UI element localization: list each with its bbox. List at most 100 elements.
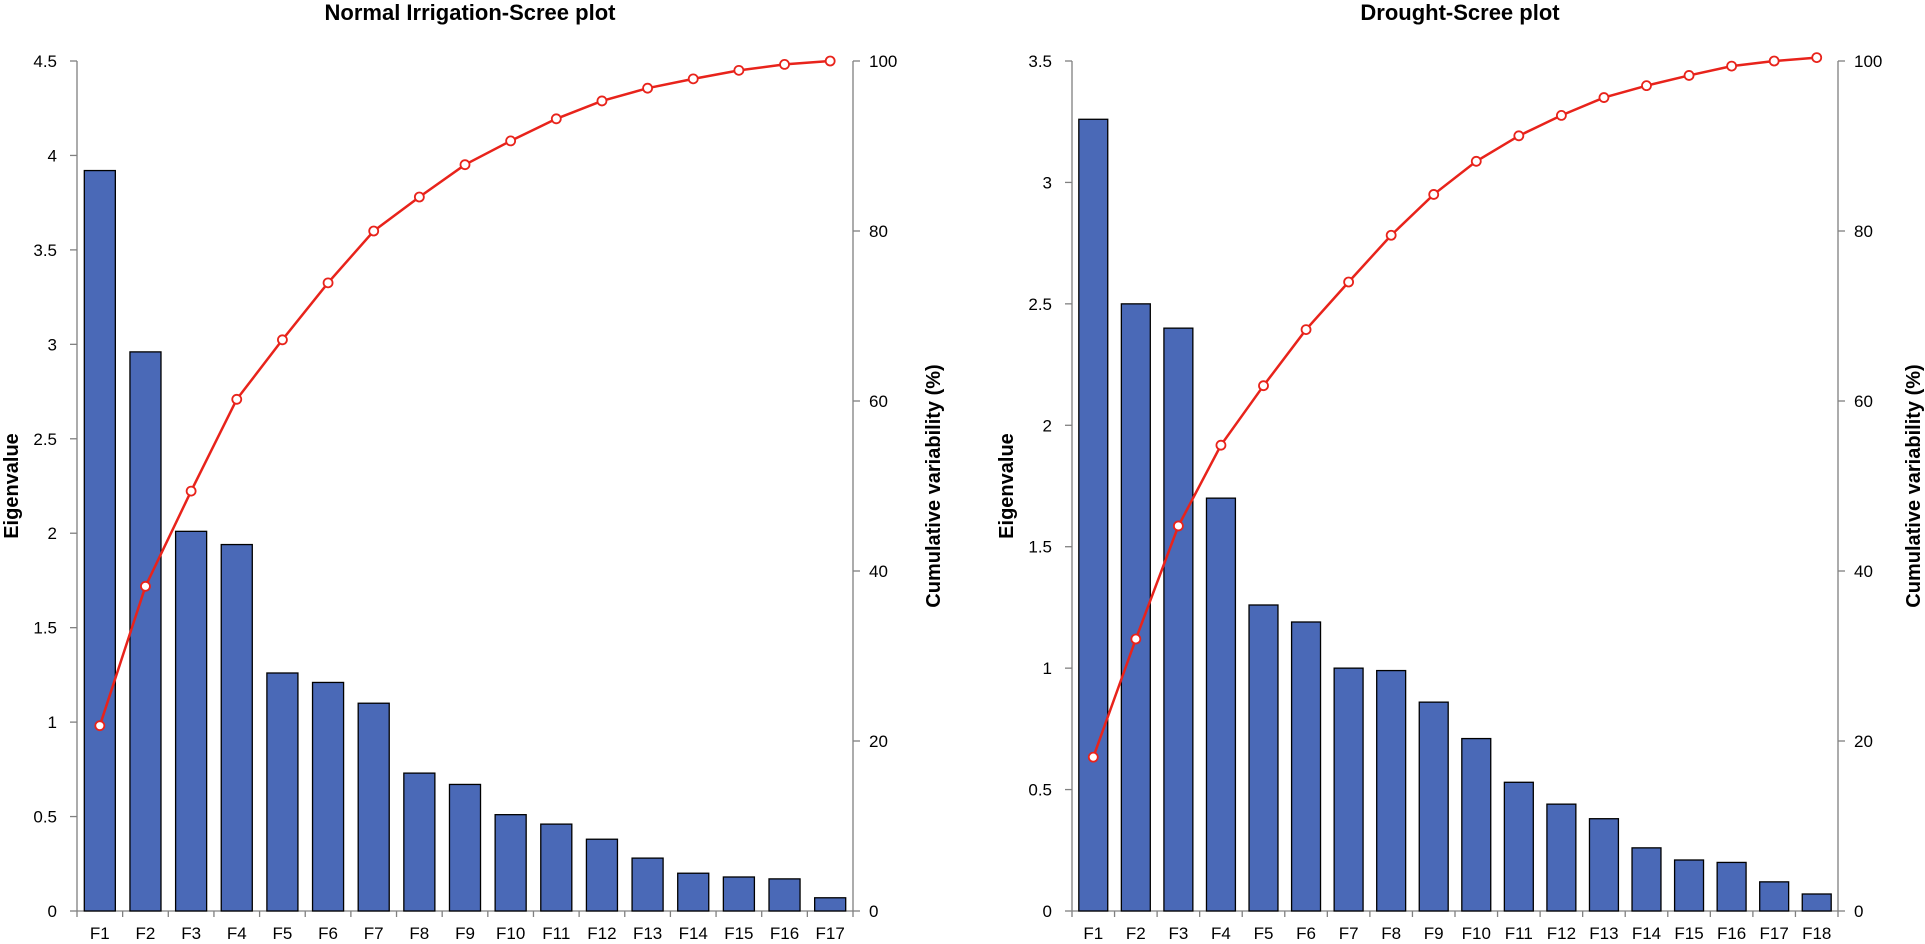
eigenvalue-bar: [220, 543, 253, 912]
cumulative-point: [1598, 92, 1610, 103]
eigenvalue-bar: [768, 878, 801, 912]
cumulative-point: [505, 135, 517, 147]
cumulative-point: [1385, 229, 1397, 241]
y-tick-label: 3.5: [33, 241, 57, 260]
eigenvalue-bar: [631, 857, 664, 912]
x-tick-label: F8: [409, 924, 429, 943]
cumulative-point: [1726, 60, 1738, 72]
x-tick-label: F3: [1168, 924, 1188, 943]
eigenvalue-bar: [1461, 737, 1492, 912]
eigenvalue-bar: [1333, 667, 1364, 912]
y-tick-label: 1: [1043, 659, 1052, 678]
cumulative-point: [413, 191, 425, 203]
x-tick-label: F7: [1339, 924, 1359, 943]
eigenvalue-bar: [1801, 893, 1832, 912]
y2-tick-label: 40: [1854, 562, 1873, 581]
y2-tick-label: 60: [869, 392, 888, 411]
x-tick-label: F12: [587, 924, 616, 943]
y-tick-label: 0.5: [33, 808, 57, 827]
x-tick-label: F15: [724, 924, 753, 943]
eigenvalue-bar: [1673, 859, 1705, 912]
x-tick-label: F6: [318, 924, 338, 943]
cumulative-point: [1683, 70, 1695, 81]
cumulative-variability-line: [1092, 56, 1817, 758]
cumulative-point: [94, 720, 106, 732]
y2-tick-label: 0: [1854, 902, 1863, 921]
eigenvalue-bar: [83, 169, 116, 912]
x-tick-label: F6: [1296, 924, 1316, 943]
y2-axis-label: Cumulative variability (%): [923, 364, 945, 607]
eigenvalue-bar: [1588, 818, 1620, 912]
x-tick-label: F18: [1802, 924, 1831, 943]
x-tick-label: F9: [1424, 924, 1444, 943]
eigenvalue-bar: [1546, 803, 1577, 912]
eigenvalue-bar: [494, 814, 527, 912]
chart-title: Normal Irrigation-Scree plot: [325, 0, 617, 25]
x-tick-label: F11: [542, 924, 570, 943]
y2-tick-label: 60: [1854, 392, 1873, 411]
eigenvalue-bar: [311, 681, 345, 912]
eigenvalue-bar: [1376, 669, 1407, 912]
x-tick-label: F16: [770, 924, 799, 943]
cumulative-point: [1513, 130, 1525, 142]
eigenvalue-bar: [1503, 781, 1534, 912]
eigenvalue-bar: [814, 897, 847, 912]
x-tick-label: F13: [633, 924, 662, 943]
cumulative-point: [1811, 52, 1823, 63]
cumulative-point: [1428, 189, 1440, 200]
cumulative-point: [596, 95, 608, 107]
y-tick-label: 0: [1043, 902, 1052, 921]
normal-irrigation-scree-panel: Normal Irrigation-Scree plot 0 0.5 1 1.5 2 2.5…: [1, 0, 945, 943]
eigenvalue-bar: [266, 672, 299, 912]
cumulative-point: [733, 64, 745, 76]
cumulative-point: [687, 73, 699, 85]
x-tick-label: F5: [272, 924, 292, 943]
y2-tick-label: 80: [869, 222, 888, 241]
cumulative-point: [185, 485, 197, 497]
x-tick-label: F17: [1760, 924, 1789, 943]
y2-tick-label: 20: [1854, 732, 1873, 751]
y-axis-label: Eigenvalue: [1, 433, 23, 539]
y-tick-label: 2: [48, 524, 57, 543]
x-tick-label: F1: [90, 924, 110, 943]
x-tick-label: F17: [816, 924, 845, 943]
eigenvalue-bar: [1248, 604, 1279, 912]
eigenvalue-bar: [403, 772, 436, 912]
cumulative-point: [277, 334, 288, 346]
cumulative-point: [140, 580, 151, 592]
x-tick-label: F4: [1211, 924, 1231, 943]
x-tick-label: F2: [136, 924, 156, 943]
y-tick-label: 3: [48, 335, 57, 354]
y2-tick-label: 40: [869, 562, 888, 581]
y-tick-label: 1.5: [1028, 538, 1052, 557]
cumulative-point: [642, 82, 653, 94]
eigenvalue-bar: [1163, 327, 1194, 912]
y-tick-label: 4.5: [33, 52, 57, 71]
x-tick-label: F10: [1462, 924, 1491, 943]
x-tick-label: F13: [1589, 924, 1618, 943]
y-tick-label: 1.5: [33, 619, 57, 638]
cumulative-point: [1768, 55, 1780, 67]
eigenvalue-bar: [357, 702, 390, 912]
y2-tick-label: 20: [869, 732, 888, 751]
y-tick-label: 2.5: [33, 430, 57, 449]
y2-tick-label: 80: [1854, 222, 1873, 241]
eigenvalue-bar: [1759, 881, 1790, 912]
y-tick-label: 4: [48, 146, 57, 165]
x-tick-label: F14: [679, 924, 708, 943]
cumulative-point: [368, 225, 380, 237]
chart-title: Drought-Scree plot: [1360, 0, 1560, 25]
eigenvalue-bar: [585, 838, 619, 912]
x-tick-label: F2: [1126, 924, 1146, 943]
x-tick-label: F10: [496, 924, 525, 943]
y-tick-label: 2: [1043, 416, 1052, 435]
cumulative-point: [1641, 80, 1652, 92]
cumulative-point: [231, 393, 243, 405]
y-tick-label: 1: [48, 713, 57, 732]
x-tick-label: F1: [1083, 924, 1103, 943]
x-tick-label: F12: [1547, 924, 1576, 943]
x-tick-label: F8: [1381, 924, 1401, 943]
eigenvalue-bar: [1418, 701, 1449, 912]
cumulative-point: [824, 55, 836, 67]
